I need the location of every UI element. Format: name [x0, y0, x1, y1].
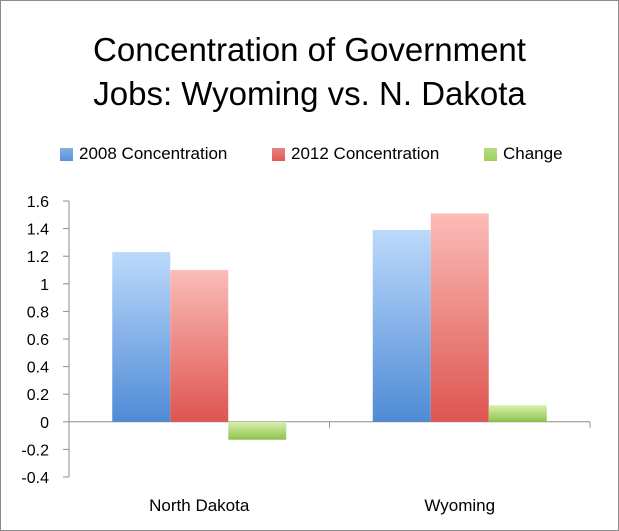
legend-label-2012: 2012 Concentration — [291, 144, 440, 163]
bar-wyoming-change — [488, 405, 547, 422]
chart-title: Concentration of Government Jobs: Wyomin… — [0, 28, 619, 116]
chart-title-line-1: Concentration of Government — [93, 31, 526, 68]
y-tick-label: -0.2 — [21, 442, 49, 459]
bar-wyoming-2012-concentration — [430, 213, 489, 422]
legend-swatch-change — [484, 147, 497, 161]
y-tick-label: 1.4 — [27, 222, 49, 239]
y-tick-label: 0.6 — [27, 332, 49, 349]
y-tick-label: 1.2 — [27, 249, 49, 266]
y-tick-label: 1 — [40, 277, 49, 294]
bar-north-dakota-2012-concentration — [170, 270, 229, 422]
legend-label-2008: 2008 Concentration — [79, 144, 228, 163]
x-category-label: Wyoming — [424, 496, 495, 515]
y-tick-label: 0.4 — [27, 360, 49, 377]
chart-title-line-2: Jobs: Wyoming vs. N. Dakota — [93, 75, 526, 112]
x-category-label: North Dakota — [149, 496, 250, 515]
legend-item-2012: 2012 Concentration — [272, 142, 439, 166]
y-tick-label: -0.4 — [21, 470, 49, 487]
bar-north-dakota-change — [228, 421, 287, 440]
chart-legend: 2008 Concentration 2012 Concentration Ch… — [0, 142, 619, 166]
legend-label-change: Change — [503, 144, 563, 163]
legend-swatch-2008 — [60, 147, 73, 161]
y-tick-label: 0.8 — [27, 304, 49, 321]
legend-item-2008: 2008 Concentration — [60, 142, 227, 166]
y-tick-label: 1.6 — [27, 194, 49, 211]
y-tick-label: 0.2 — [27, 387, 49, 404]
legend-item-change: Change — [484, 142, 563, 166]
y-tick-label: 0 — [40, 415, 49, 432]
bar-north-dakota-2008-concentration — [112, 252, 171, 422]
legend-swatch-2012 — [272, 147, 285, 161]
bar-wyoming-2008-concentration — [372, 229, 431, 422]
